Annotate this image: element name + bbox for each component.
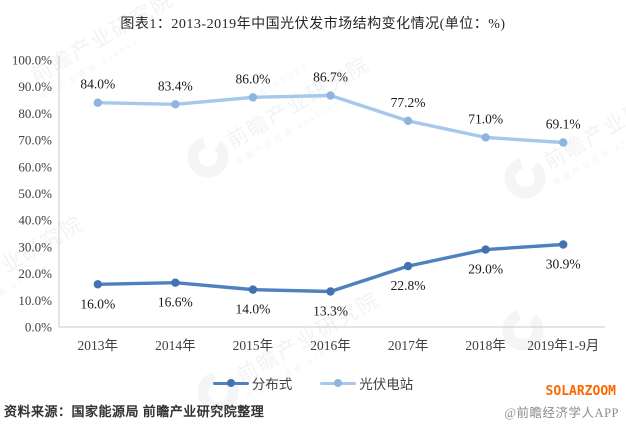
y-tick-label: 50.0% — [18, 186, 52, 201]
series-0-marker — [171, 278, 180, 287]
series-1-marker — [481, 133, 490, 142]
series-0-data-label: 30.9% — [546, 256, 581, 271]
series-1-marker — [559, 138, 568, 147]
series-1-data-label: 83.4% — [158, 78, 193, 93]
y-tick-label: 80.0% — [18, 106, 52, 121]
x-tick-label: 2016年 — [310, 338, 351, 353]
y-tick-label: 60.0% — [18, 159, 52, 174]
series-0-data-label: 13.3% — [313, 303, 348, 318]
series-0-data-label: 16.0% — [80, 296, 115, 311]
series-0-data-label: 22.8% — [391, 278, 426, 293]
chart-legend: 分布式 光伏电站 — [0, 373, 626, 393]
x-tick-label: 2015年 — [233, 338, 274, 353]
legend-dot — [226, 379, 235, 387]
legend-dot — [334, 379, 343, 387]
source-note: 资料来源：国家能源局 前瞻产业研究院整理 — [4, 404, 265, 419]
y-tick-label: 90.0% — [18, 79, 52, 94]
y-tick-label: 0.0% — [25, 320, 52, 335]
series-0-marker — [559, 240, 568, 249]
watermark-part — [504, 157, 546, 199]
x-tick-label: 2019年1-9月 — [527, 338, 599, 353]
y-tick-label: 40.0% — [18, 213, 52, 228]
legend-item-0: 分布式 — [212, 373, 293, 393]
x-tick-label: 2014年 — [155, 338, 196, 353]
series-0-data-label: 29.0% — [468, 262, 503, 277]
series-1-marker — [248, 93, 258, 102]
series-0-data-label: 16.6% — [158, 295, 193, 310]
y-tick-label: 10.0% — [18, 293, 52, 308]
series-1-data-label: 71.0% — [468, 111, 503, 126]
x-tick-label: 2017年 — [388, 338, 429, 353]
x-tick-label: 2013年 — [78, 338, 119, 353]
series-1-marker — [326, 91, 335, 100]
series-0-data-label: 14.0% — [235, 302, 270, 317]
series-1-data-label: 77.2% — [391, 95, 426, 110]
y-tick-label: 30.0% — [18, 239, 52, 254]
y-tick-label: 70.0% — [18, 133, 52, 148]
legend-label: 分布式 — [251, 377, 293, 392]
legend-line-marker-icon — [212, 378, 249, 388]
brand-logo-solarzoom: SOLARZOOM — [545, 384, 616, 399]
series-1-data-label: 69.1% — [546, 117, 581, 132]
series-1-marker — [93, 98, 102, 107]
x-tick-label: 2018年 — [465, 338, 506, 353]
legend-label: 光伏电站 — [359, 377, 414, 392]
series-1-data-label: 86.0% — [235, 71, 270, 86]
y-tick-label: 20.0% — [18, 266, 52, 281]
series-0-marker — [326, 287, 335, 296]
watermark-part — [187, 136, 229, 178]
series-1-data-label: 86.7% — [313, 70, 348, 85]
chart-title: 图表1：2013-2019年中国光伏发市场结构变化情况(单位：%) — [120, 17, 506, 32]
series-0-marker — [403, 261, 413, 271]
series-1-data-label: 84.0% — [80, 77, 115, 92]
series-0-marker — [248, 285, 258, 294]
series-0-marker — [481, 245, 490, 254]
legend-line-marker-icon — [320, 378, 357, 388]
y-tick-label: 100.0% — [12, 53, 52, 68]
series-1-marker — [171, 100, 180, 109]
credit-text: @前瞻经济学人APP — [504, 406, 619, 420]
series-1-marker — [403, 116, 413, 126]
series-0-marker — [93, 280, 102, 289]
legend-item-1: 光伏电站 — [320, 373, 413, 393]
